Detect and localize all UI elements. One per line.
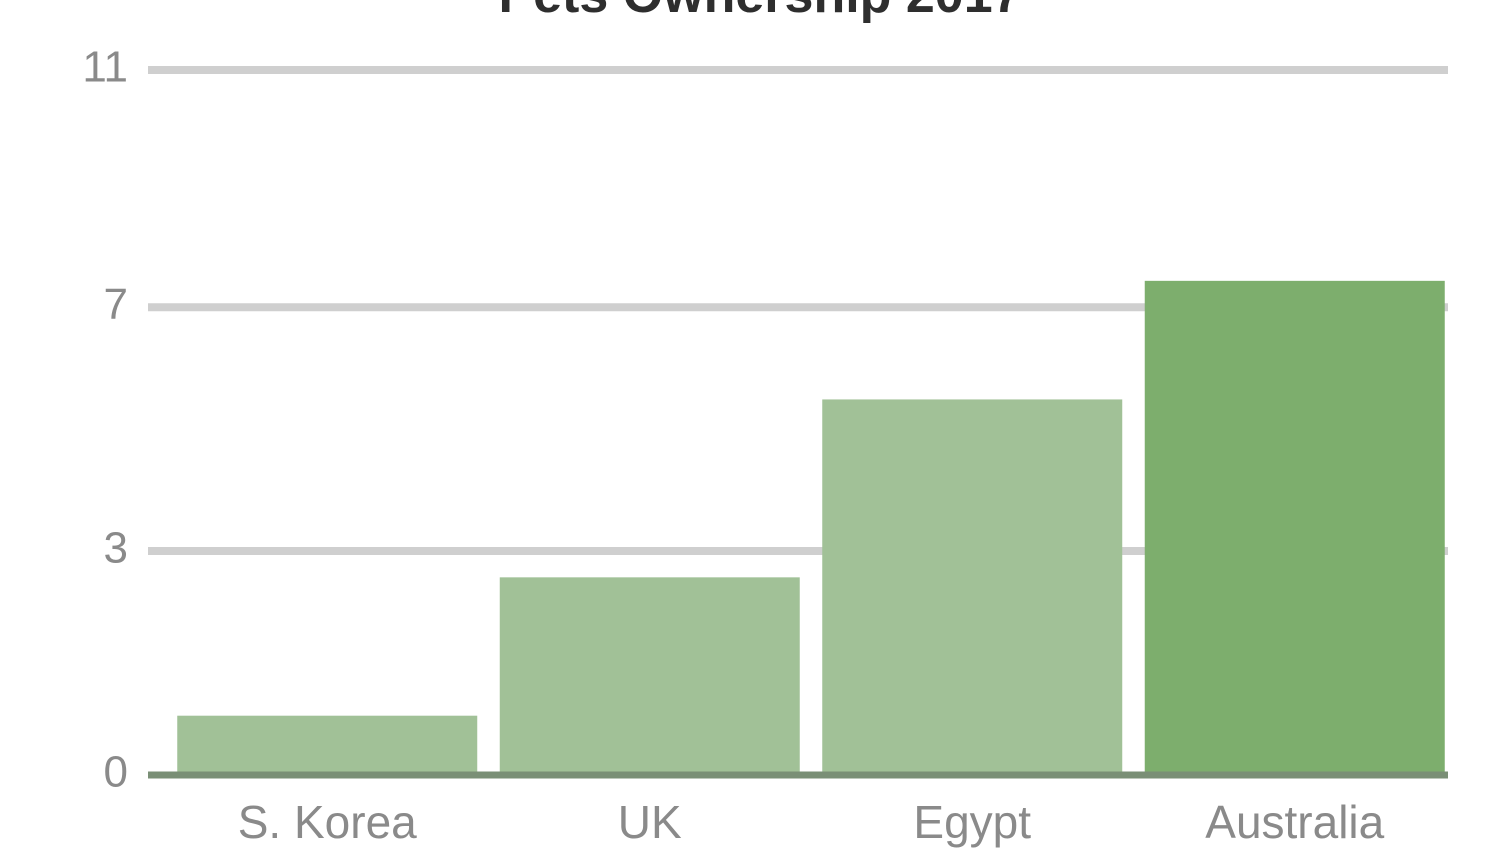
bar-egypt [822,399,1123,775]
x-tick-label: UK [618,796,682,848]
x-tick-label: S. Korea [238,796,417,848]
y-axis-ticks: 0 3 7 11 [82,43,128,797]
bars [177,280,1445,775]
bar-s-korea [177,715,478,775]
x-tick-label: Australia [1205,796,1384,848]
y-tick-label: 0 [104,748,128,797]
y-tick-label: 7 [104,280,128,329]
bar-uk [499,577,800,775]
chart-title: Pets Ownership 2017 [498,0,1021,24]
y-tick-label: 11 [82,43,128,92]
x-axis-ticks: S. Korea UK Egypt Australia [238,796,1385,848]
x-tick-label: Egypt [913,796,1031,848]
bar-australia [1144,280,1445,775]
y-tick-label: 3 [104,524,128,573]
